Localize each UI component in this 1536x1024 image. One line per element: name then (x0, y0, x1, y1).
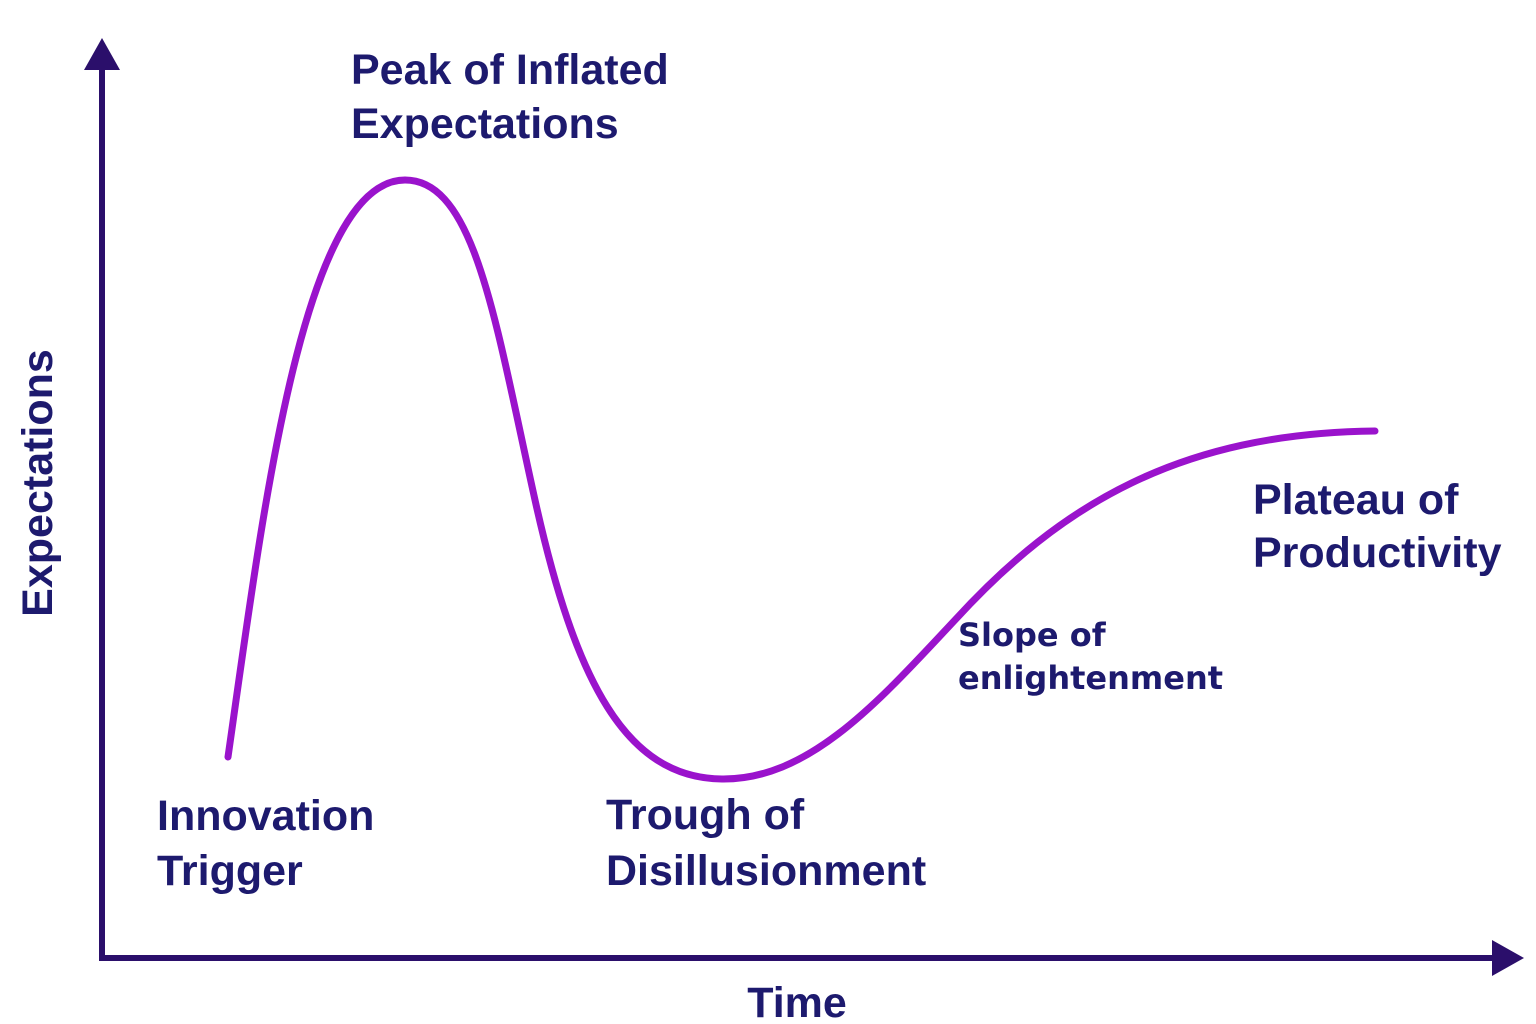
innovation-trigger-label-line-2: Trigger (157, 847, 303, 895)
peak-label-line-2: Expectations (351, 100, 619, 148)
peak-label-line-1: Peak of Inflated (351, 46, 669, 94)
trough-label-line-1: Trough of (606, 791, 805, 839)
trough-label-line-2: Disillusionment (606, 847, 926, 895)
innovation-trigger-label-line-1: Innovation (157, 792, 374, 840)
y-axis-arrowhead (84, 38, 120, 70)
x-axis-arrowhead (1492, 940, 1524, 976)
y-axis-label: Expectations (14, 349, 62, 617)
plateau-label-line-1: Plateau of (1253, 476, 1459, 524)
slope-label-line-1: Slope of (958, 616, 1107, 654)
x-axis-label: Time (747, 979, 847, 1024)
plateau-label-line-2: Productivity (1253, 529, 1502, 577)
slope-label-line-2: enlightenment (958, 659, 1223, 697)
hype-curve (224, 176, 1379, 783)
